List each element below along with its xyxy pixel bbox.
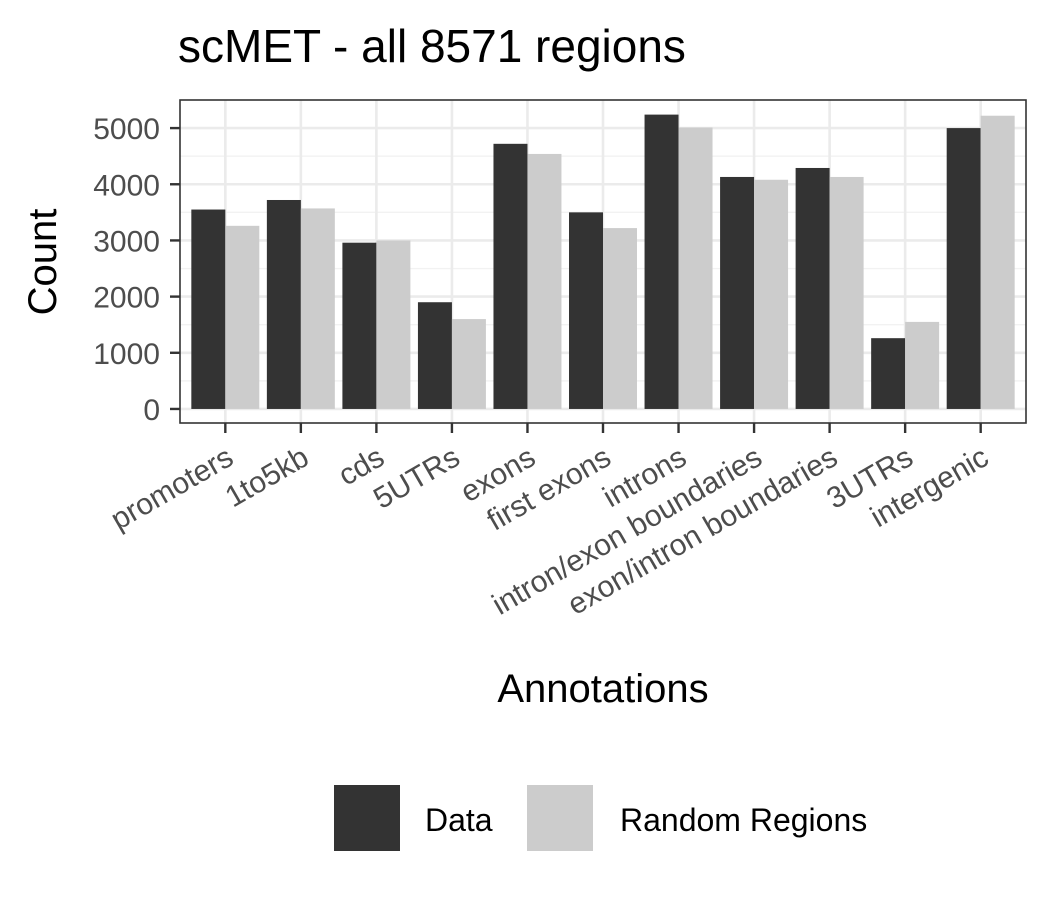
x-axis-title: Annotations <box>497 667 708 711</box>
legend-swatch-random-regions <box>527 785 593 851</box>
bar-random-regions <box>829 176 864 409</box>
bar-data <box>266 199 301 409</box>
bar-random-regions <box>980 115 1015 409</box>
chart-title: scMET - all 8571 regions <box>178 20 686 72</box>
legend-label-random-regions: Random Regions <box>620 802 867 838</box>
y-axis-ticks: 0 1000 2000 3000 4000 5000 <box>93 113 180 427</box>
bar-data <box>191 209 226 409</box>
bar-data <box>342 242 377 409</box>
bar-data <box>644 114 679 409</box>
bar-random-regions <box>905 321 940 409</box>
bar-random-regions <box>300 208 335 409</box>
bar-data <box>417 302 452 409</box>
bar-random-regions <box>754 179 789 409</box>
bar-data <box>795 167 830 409</box>
bar-data <box>493 143 528 409</box>
bar-data <box>720 176 755 409</box>
bar-random-regions <box>527 153 562 409</box>
y-tick-label: 0 <box>143 394 160 427</box>
bar-random-regions <box>376 240 411 409</box>
y-tick-label: 1000 <box>93 338 160 371</box>
bar-random-regions <box>603 228 637 409</box>
legend: Data Random Regions <box>334 785 867 851</box>
legend-label-data: Data <box>425 802 493 838</box>
x-tick-label: 1to5kb <box>220 440 315 514</box>
bars <box>191 114 1015 409</box>
bar-data <box>871 338 906 409</box>
y-tick-label: 4000 <box>93 169 160 202</box>
bar-random-regions <box>225 225 260 409</box>
y-axis-title: Count <box>21 209 65 316</box>
bar-random-regions <box>678 127 713 409</box>
x-tick-label: promoters <box>105 440 238 536</box>
x-tick-label: 5UTRs <box>368 440 465 515</box>
y-tick-label: 3000 <box>93 225 160 258</box>
y-tick-label: 5000 <box>93 113 160 146</box>
bar-data <box>569 212 603 409</box>
bar-random-regions <box>451 319 486 409</box>
y-tick-label: 2000 <box>93 282 160 315</box>
bar-data <box>946 128 981 409</box>
legend-swatch-data <box>334 785 400 851</box>
